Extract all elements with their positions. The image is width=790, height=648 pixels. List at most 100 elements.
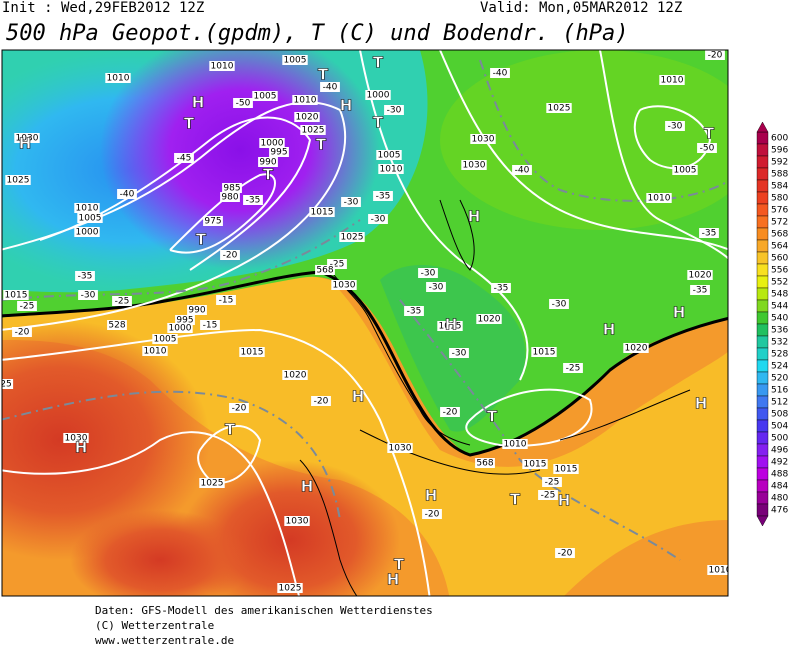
temperature-label-box (233, 98, 253, 108)
isobar-label: 1000 (76, 228, 99, 238)
isobar-label-box (277, 583, 303, 593)
isobar-label: 1025 (201, 479, 224, 489)
temperature-label: -35 (78, 272, 93, 282)
isobar-label: 985 (223, 184, 240, 194)
isobar-label: 1020 (478, 315, 501, 325)
temperature-label-box (699, 228, 719, 238)
pressure-center: H (387, 571, 400, 589)
pressure-center: H (19, 135, 32, 153)
temperature-label-box (491, 283, 511, 293)
isobar-label-box (282, 55, 308, 65)
temperature-label: -25 (541, 491, 556, 501)
colorbar-cell (756, 263, 769, 277)
colorbar-cell (756, 155, 769, 169)
geopotential-label-box (315, 265, 335, 275)
temperature-label-box (422, 509, 442, 519)
colorbar-label: 528 (771, 350, 788, 360)
colorbar-cell (756, 503, 769, 517)
isobar-label: 1005 (154, 335, 177, 345)
colorbar-label: 492 (771, 458, 788, 468)
yellow-belt (2, 273, 728, 596)
temperature-label: -45 (177, 154, 192, 164)
isobar-label: 1025 (279, 584, 302, 594)
pressure-center: T (510, 491, 521, 509)
colorbar-label: 540 (771, 314, 788, 324)
temperature-label: -30 (387, 106, 402, 116)
isobar-label-box (461, 160, 487, 170)
colorbar-cell (756, 467, 769, 481)
contour-552 (2, 270, 728, 457)
colorbar-label: 532 (771, 338, 788, 348)
temperature-label-box (327, 259, 347, 269)
temperature-label: -40 (323, 83, 338, 93)
colorbar-cell (756, 407, 769, 421)
isobar-label-box (502, 439, 528, 449)
colorbar-cell (756, 419, 769, 433)
temperature-label: -30 (344, 198, 359, 208)
isobar-label: 1020 (689, 271, 712, 281)
colorbar-cell (756, 335, 769, 349)
isobar-label: 1005 (284, 56, 307, 66)
isobar-label-box (220, 192, 240, 202)
temperature-label: -50 (700, 144, 715, 154)
colorbar-cell (756, 431, 769, 445)
temperature-label: -35 (494, 284, 509, 294)
colorbar-cell (756, 371, 769, 385)
temperature-label-box (117, 189, 137, 199)
isobar-label-box (646, 193, 672, 203)
temperature-label: -20 (232, 404, 247, 414)
colorbar-cell (756, 347, 769, 361)
temperature-label: -35 (246, 196, 261, 206)
colorbar-cell (756, 251, 769, 265)
pressure-center: T (263, 166, 274, 184)
isobar-label: 1005 (254, 92, 277, 102)
colorbar-label: 576 (771, 206, 788, 216)
warm-core (70, 510, 250, 596)
colorbar-cell (756, 191, 769, 205)
pressure-center: H (558, 492, 571, 510)
isobar-label-box (209, 61, 235, 71)
colorbar: 600 596 592 588 584 580 576 572 568 564 560 556 552 5… (756, 121, 788, 527)
colorbar-cell (756, 275, 769, 289)
geopotential-label-box (107, 320, 127, 330)
colorbar-cell (756, 215, 769, 229)
isobar-label: 1020 (625, 344, 648, 354)
isobar-label-box (187, 305, 207, 315)
isobar-label: 1005 (378, 151, 401, 161)
colorbar-label: 504 (771, 422, 788, 432)
temperature-label: -50 (236, 99, 251, 109)
pressure-center: T (373, 54, 384, 72)
temperature-label: -40 (493, 69, 508, 79)
isobar-label-box (476, 314, 502, 324)
pressure-center: H (352, 388, 365, 406)
pressure-center: H (445, 316, 458, 334)
colorbar-cell (756, 491, 769, 505)
temperature-label: -20 (15, 328, 30, 338)
isobar-label-box (292, 95, 318, 105)
isobar-label-box (239, 347, 265, 357)
colorbar-cell (756, 131, 769, 145)
isobar-label: 975 (204, 217, 221, 227)
colorbar-label: 572 (771, 218, 788, 228)
colorbar-label: 588 (771, 170, 788, 180)
colorbar-cell (756, 167, 769, 181)
isobar-label-box (142, 346, 168, 356)
temperature-label-box (12, 327, 32, 337)
isobar-label-box (623, 343, 649, 353)
isobar-label: 1010 (144, 347, 167, 357)
temperature-label: -30 (552, 300, 567, 310)
isobar-label-box (63, 433, 89, 443)
isobar-label: 1015 (524, 460, 547, 470)
isobar-label: 1025 (302, 126, 325, 136)
isobar-label-box (294, 112, 320, 122)
isobar-label-box (376, 150, 402, 160)
isobar-label: 1005 (79, 214, 102, 224)
temperature-label: -40 (515, 166, 530, 176)
isobar-label-box (259, 138, 285, 148)
isobar-label: 25 (0, 380, 11, 390)
temperature-label-box (690, 285, 710, 295)
temperature-label: -35 (702, 229, 717, 239)
isobar-label: 1005 (674, 166, 697, 176)
temperature-label-box (78, 290, 98, 300)
